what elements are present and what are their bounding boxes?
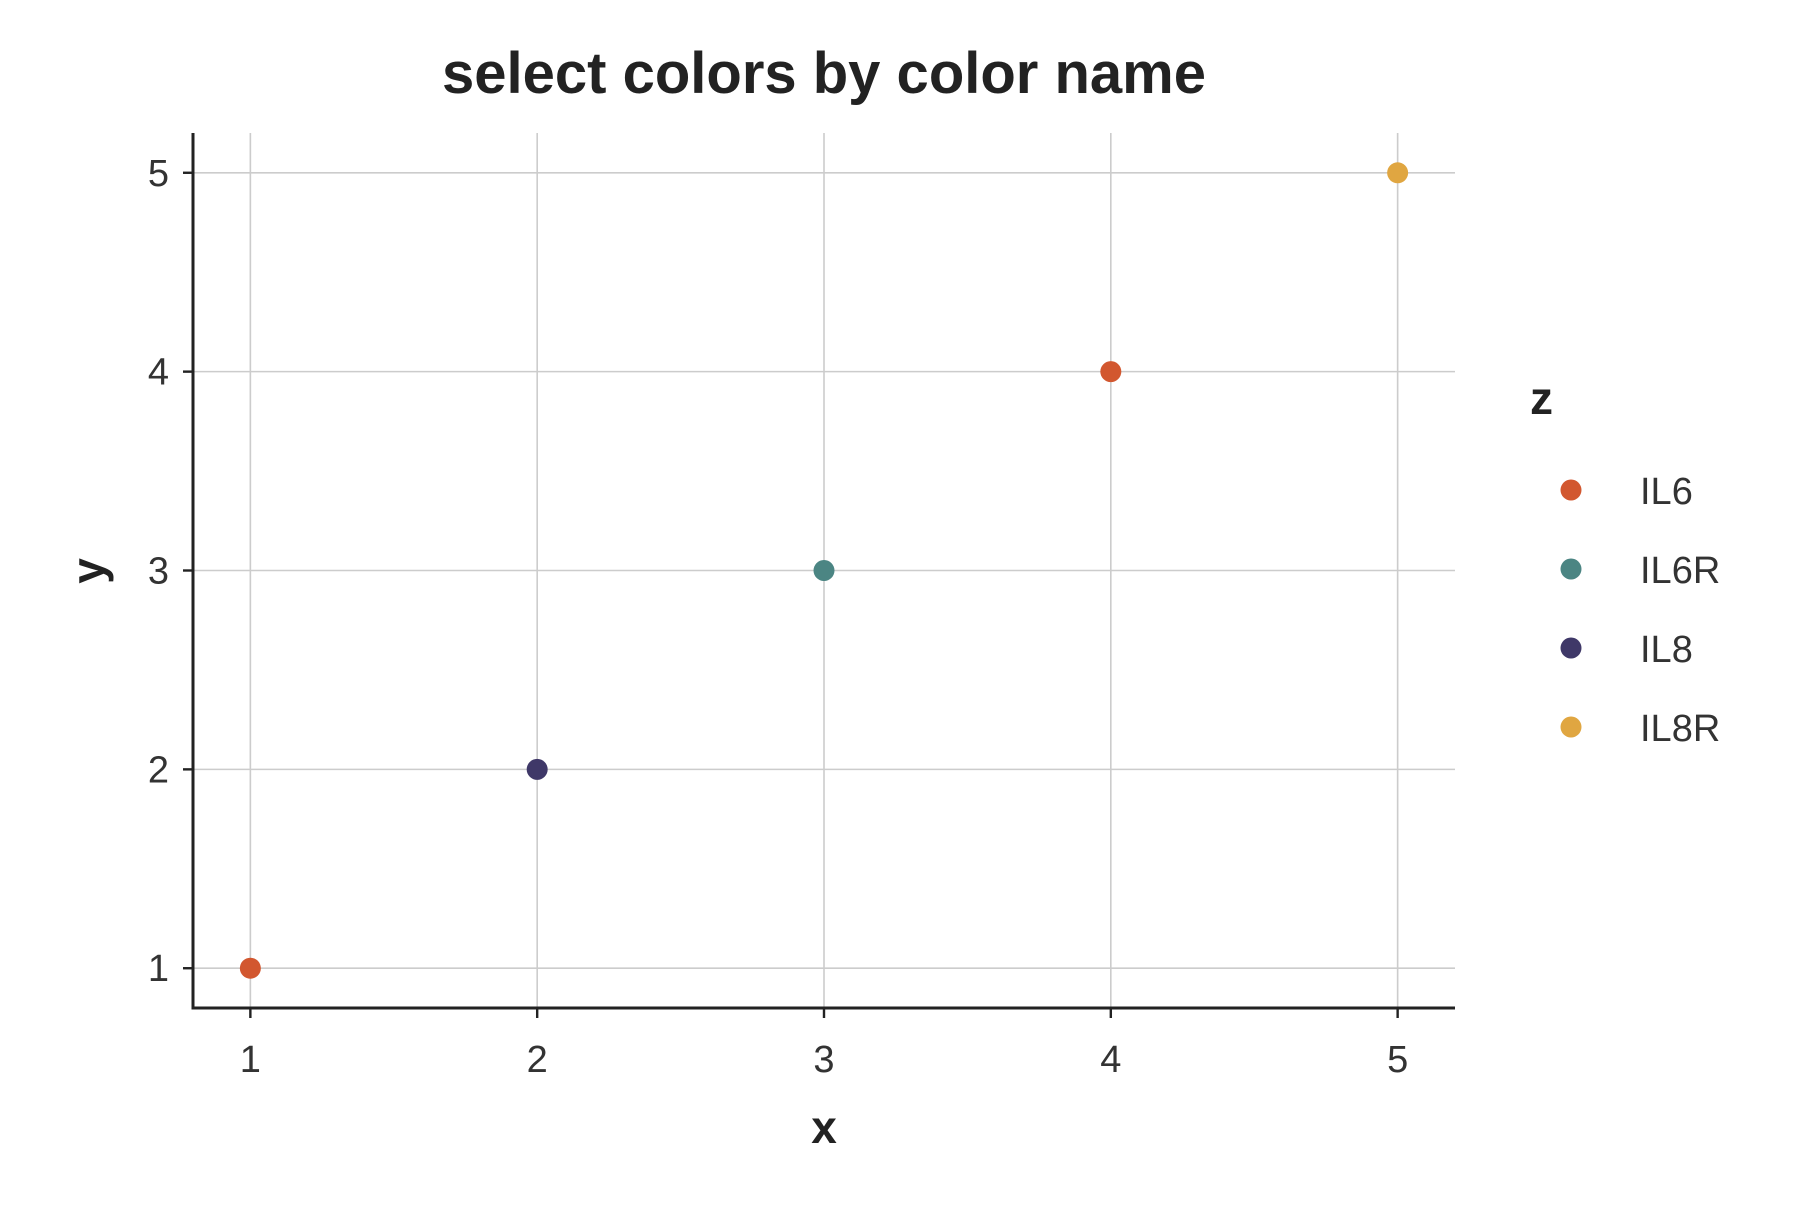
grid (193, 133, 1455, 1008)
data-points (239, 162, 1409, 979)
y-tick-label: 1 (148, 948, 169, 990)
y-tick-label: 4 (148, 352, 169, 394)
y-tick-label: 2 (148, 749, 169, 791)
legend-swatch-il6 (1560, 479, 1582, 501)
legend: z IL6 IL6R IL8 IL8R (1530, 372, 1720, 750)
data-point-il6 (1100, 361, 1122, 383)
x-tick-label: 3 (813, 1039, 834, 1081)
axes: 1 2 3 4 5 1 2 3 4 5 (148, 133, 1455, 1081)
x-tick-label: 2 (527, 1039, 548, 1081)
y-tick-label: 3 (148, 551, 169, 593)
data-point-il6r (813, 560, 835, 581)
legend-swatch-il8 (1560, 637, 1582, 659)
y-axis-title: y (62, 558, 114, 584)
data-point-il8 (526, 758, 548, 780)
x-axis-title: x (811, 1101, 837, 1153)
chart-title: select colors by color name (442, 41, 1206, 106)
legend-label-il8: IL8 (1640, 629, 1693, 671)
data-point-il8r (1387, 162, 1409, 184)
legend-label-il6r: IL6R (1640, 550, 1720, 592)
legend-swatch-il8r (1560, 716, 1582, 738)
y-tick-label: 5 (148, 153, 169, 195)
legend-title: z (1530, 372, 1553, 424)
data-point-il6 (239, 957, 261, 979)
x-tick-label: 5 (1387, 1039, 1408, 1081)
legend-label-il6: IL6 (1640, 471, 1693, 513)
legend-swatch-il6r (1560, 558, 1582, 580)
x-tick-label: 4 (1100, 1039, 1121, 1081)
legend-label-il8r: IL8R (1640, 708, 1720, 750)
x-tick-label: 1 (240, 1039, 261, 1081)
